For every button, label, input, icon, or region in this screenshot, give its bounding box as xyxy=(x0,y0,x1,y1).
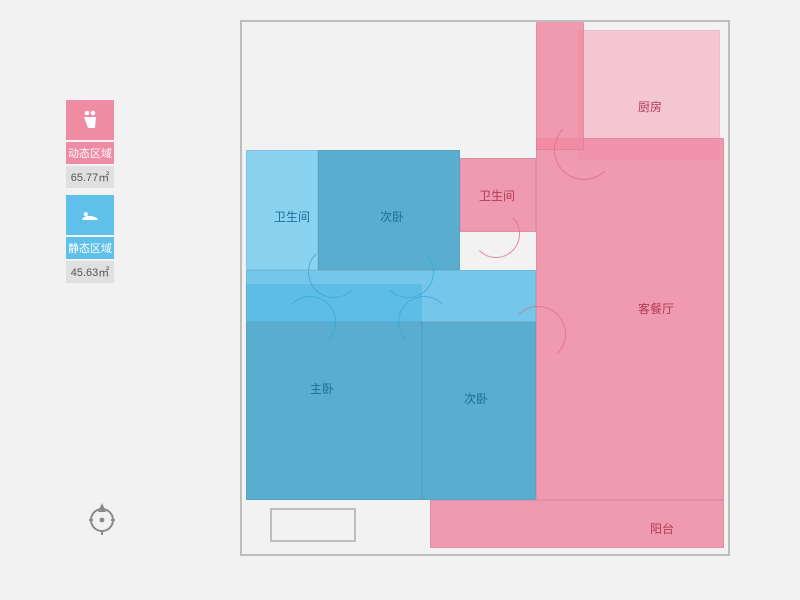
door-arc xyxy=(510,306,566,362)
room-label-bath1: 卫生间 xyxy=(274,208,310,225)
room-label-master: 主卧 xyxy=(310,380,334,397)
door-arc xyxy=(554,120,614,180)
door-arc xyxy=(472,210,520,258)
room-living xyxy=(536,138,724,500)
sleep-icon xyxy=(66,195,114,235)
room-label-living: 客餐厅 xyxy=(638,300,674,317)
room-label-bed2b: 次卧 xyxy=(464,390,488,407)
legend-dynamic-label: 动态区域 xyxy=(66,142,114,164)
legend-static-value: 45.63㎡ xyxy=(66,261,114,283)
room-label-bed2a: 次卧 xyxy=(380,208,404,225)
room-label-balcony: 阳台 xyxy=(650,520,674,537)
door-arc xyxy=(284,296,336,348)
room-label-bath2: 卫生间 xyxy=(479,187,515,204)
door-arc xyxy=(398,296,450,348)
floorplan: 厨房卫生间客餐厅阳台卫生间次卧主卧次卧 xyxy=(240,20,740,580)
plan-outline xyxy=(270,508,356,542)
door-arc xyxy=(308,246,360,298)
legend-static-label: 静态区域 xyxy=(66,237,114,259)
legend-dynamic-value: 65.77㎡ xyxy=(66,166,114,188)
compass-icon xyxy=(84,500,120,536)
legend-dynamic: 动态区域 65.77㎡ xyxy=(66,100,114,188)
room-balcony xyxy=(430,500,724,548)
door-arc xyxy=(382,246,434,298)
people-icon xyxy=(66,100,114,140)
legend-static: 静态区域 45.63㎡ xyxy=(66,195,114,283)
room-label-kitchen: 厨房 xyxy=(638,98,662,115)
